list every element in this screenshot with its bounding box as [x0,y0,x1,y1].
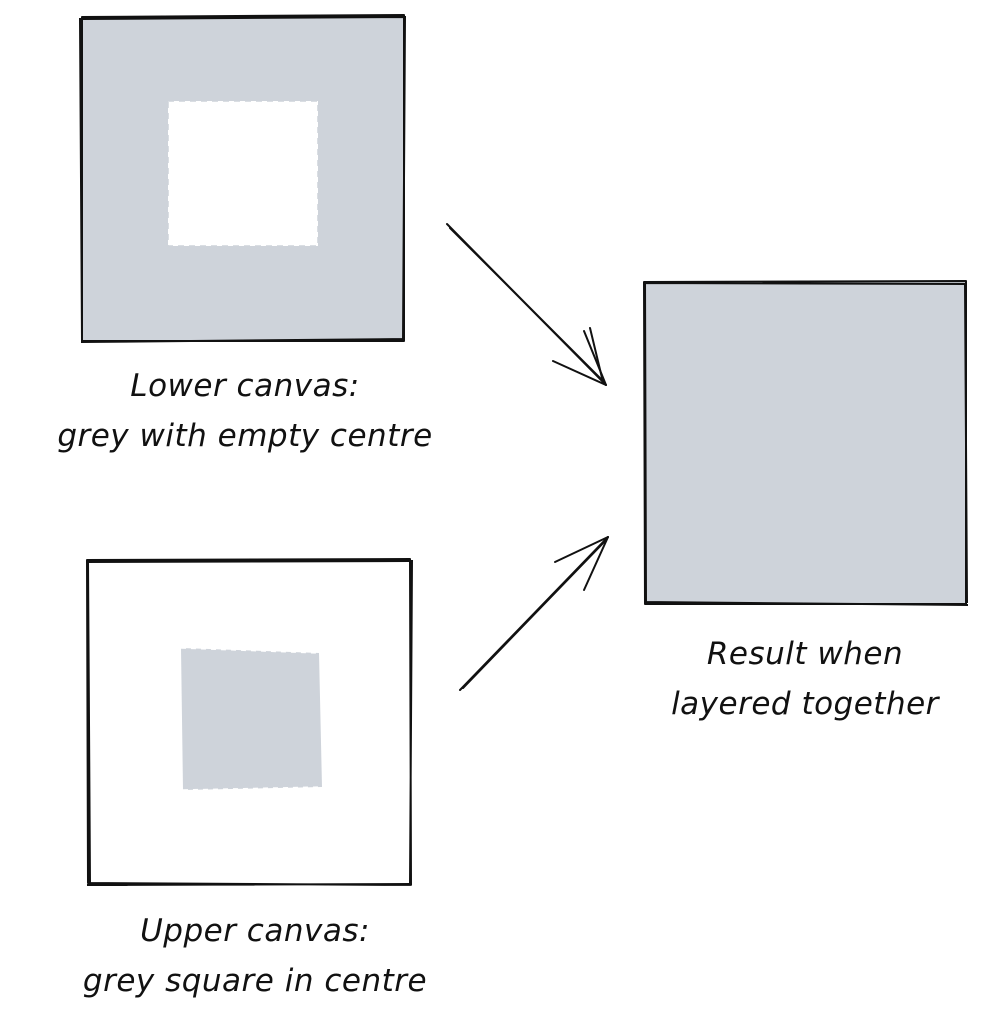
upper-canvas-label-line1: Upper canvas: [140,913,370,949]
lower-canvas-label-line2: grey with empty centre [57,418,433,454]
upper-canvas-grey-square-edge [180,647,323,791]
upper-canvas-label: Upper canvas: grey square in centre [0,906,510,1006]
upper-canvas-grey-square [181,648,322,790]
arrow-lower-to-result [446,223,607,386]
lower-canvas-label-line1: Lower canvas: [130,368,360,404]
result-canvas-border [643,280,969,606]
lower-canvas-empty-centre [167,100,319,247]
result-canvas-grey-fill [644,282,966,604]
result-label: Result when layered together [620,629,990,729]
result-label-line1: Result when [706,636,904,672]
lower-canvas [79,14,406,343]
lower-canvas-border [79,14,406,343]
upper-canvas [85,558,413,887]
upper-canvas-label-line2: grey square in centre [82,963,428,999]
upper-canvas-border [85,558,413,887]
result-canvas [643,280,969,606]
arrow-upper-to-result [459,536,609,691]
lower-canvas-label: Lower canvas: grey with empty centre [0,361,490,461]
result-label-line2: layered together [671,686,939,722]
